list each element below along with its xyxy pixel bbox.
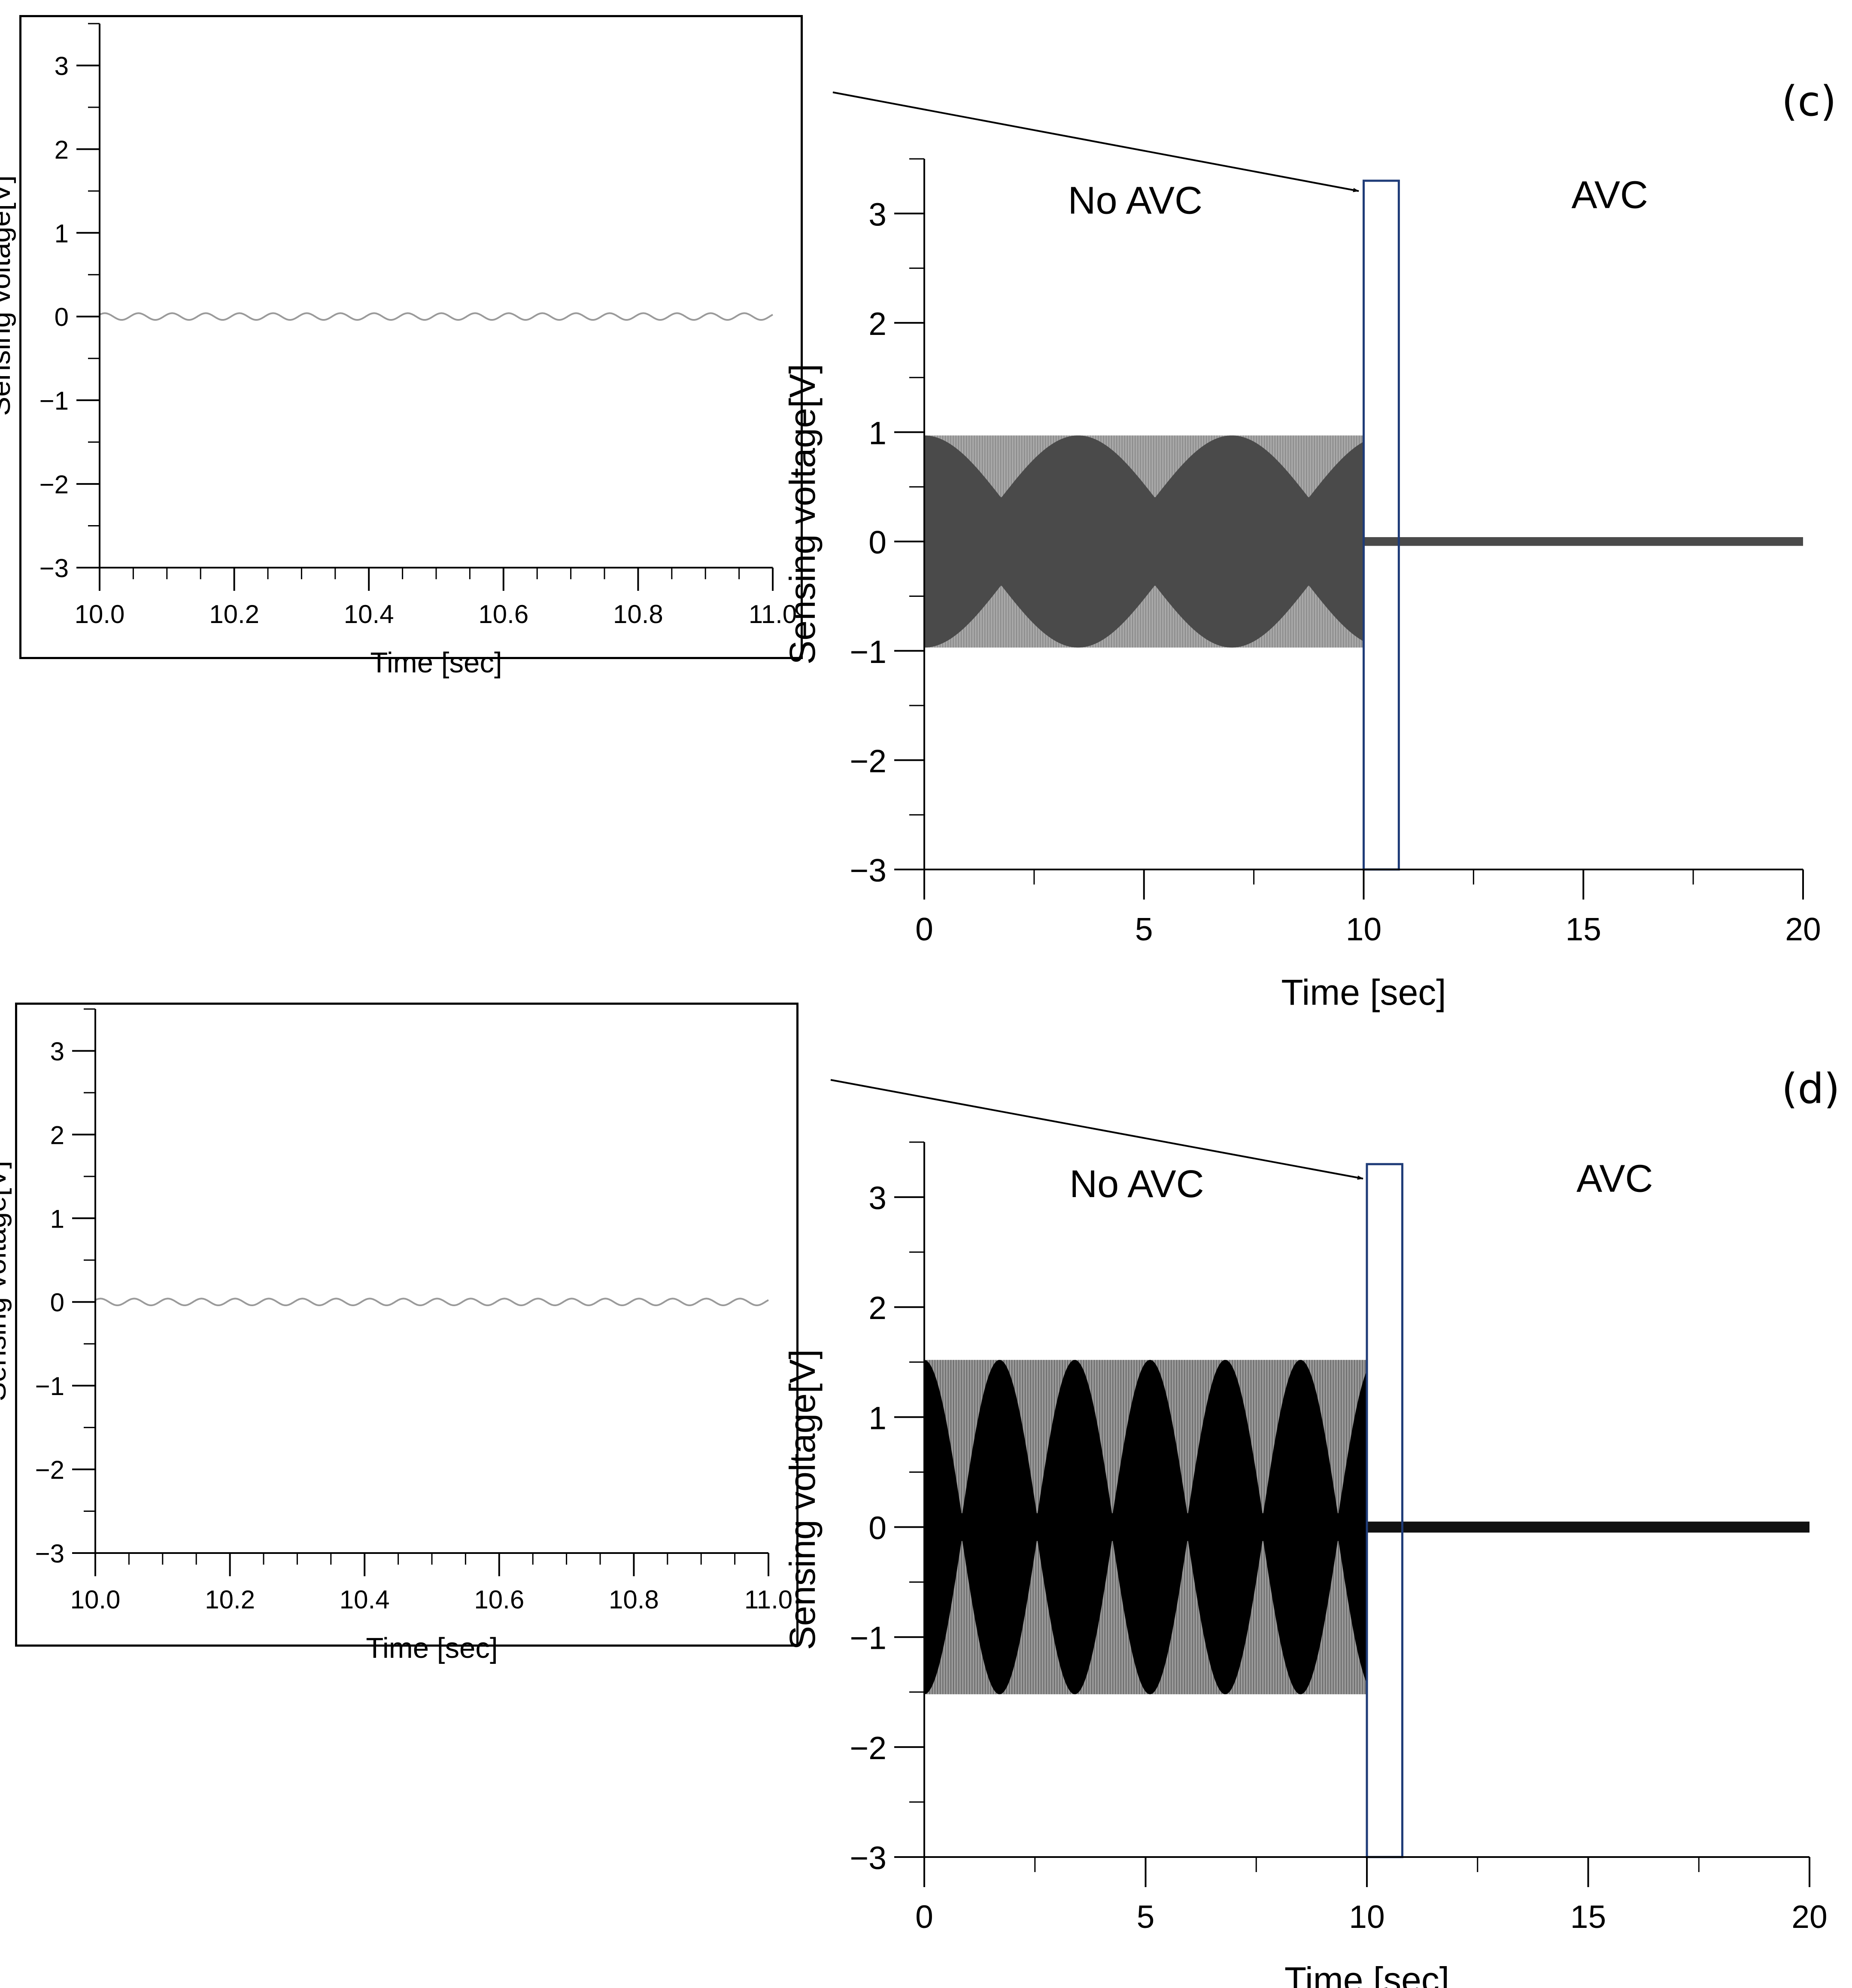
zoom-arrow-c xyxy=(832,91,1359,192)
zoom-highlight-box xyxy=(1363,179,1400,871)
zoom-highlight-box xyxy=(1366,1163,1403,1858)
y-tick-label: 3 xyxy=(50,1037,64,1066)
x-tick-label: 11.0 xyxy=(749,600,797,629)
x-tick-label: 5 xyxy=(1137,1899,1155,1935)
x-tick-label: 10.6 xyxy=(478,600,528,629)
y-tick-label: −1 xyxy=(39,386,69,415)
panel-label-c: (c) xyxy=(1782,77,1837,125)
x-tick-label: 20 xyxy=(1791,1899,1827,1935)
y-tick-label: −1 xyxy=(850,1620,887,1656)
y-tick-label: 1 xyxy=(55,219,69,248)
x-tick-label: 10 xyxy=(1346,911,1381,947)
y-tick-label: −2 xyxy=(850,1730,887,1766)
signal-line xyxy=(99,312,773,321)
panel-label-d: (d) xyxy=(1782,1065,1840,1113)
zoom-arrow-d xyxy=(830,1079,1363,1180)
x-tick-label: 10.0 xyxy=(70,1585,121,1614)
x-tick-label: 20 xyxy=(1785,911,1821,947)
y-tick-label: −3 xyxy=(850,1840,887,1876)
y-axis-title: Sensing voltage[V] xyxy=(0,1161,12,1401)
x-tick-label: 10.2 xyxy=(209,600,259,629)
x-tick-label: 15 xyxy=(1566,911,1601,947)
y-axis-title: Sensing voltage[V] xyxy=(0,175,16,416)
x-tick-label: 11.0 xyxy=(744,1585,792,1614)
x-tick-label: 10.8 xyxy=(609,1585,659,1614)
x-tick-label: 10.4 xyxy=(344,600,394,629)
annotation-avc: AVC xyxy=(1571,174,1648,217)
y-tick-label: −3 xyxy=(35,1539,64,1568)
annotation-no-avc: No AVC xyxy=(1068,179,1202,222)
y-tick-label: 3 xyxy=(868,196,887,232)
x-axis-title: Time [sec] xyxy=(1281,972,1446,1012)
y-tick-label: −1 xyxy=(850,634,887,670)
y-tick-label: −2 xyxy=(850,743,887,779)
y-tick-label: −2 xyxy=(39,470,69,499)
signal-beat-envelope xyxy=(924,1360,1367,1694)
chart-d-main: No AVC AVC 0 5 10 15 20 −3 −2 −1 0 1 2 3 Time [sec] Sen… xyxy=(782,1141,1828,1988)
x-tick-label: 0 xyxy=(915,911,933,947)
x-tick-label: 5 xyxy=(1135,911,1153,947)
y-tick-label: 1 xyxy=(868,1400,887,1436)
y-tick-label: 1 xyxy=(50,1204,64,1233)
y-tick-label: −2 xyxy=(35,1456,64,1484)
x-tick-label: 10.0 xyxy=(75,600,125,629)
y-axis-title: Sensing voltage[V] xyxy=(782,364,823,664)
chart-c-main: No AVC AVC 0 5 10 15 20 −3 −2 −1 0 1 2 3 Time [sec] Sen… xyxy=(782,158,1821,1012)
y-tick-label: −1 xyxy=(35,1372,64,1401)
x-tick-label: 10 xyxy=(1349,1899,1384,1935)
y-tick-label: −3 xyxy=(850,852,887,888)
y-tick-label: 0 xyxy=(55,303,69,331)
chart-d-inset: 10.0 10.2 10.4 10.6 10.8 11.0 −3 −2 −1 0 1 2 3 Time [… xyxy=(0,1008,792,1664)
signal-avc-band xyxy=(1363,537,1803,546)
x-axis-title: Time [sec] xyxy=(370,647,502,679)
y-tick-label: 2 xyxy=(868,1290,887,1326)
x-axis-title: Time [sec] xyxy=(366,1632,498,1664)
x-tick-label: 10.6 xyxy=(474,1585,524,1614)
x-tick-label: 0 xyxy=(915,1899,933,1935)
annotation-avc: AVC xyxy=(1576,1157,1653,1200)
x-tick-label: 10.4 xyxy=(340,1585,390,1614)
y-tick-label: 1 xyxy=(868,415,887,451)
y-tick-label: 3 xyxy=(55,52,69,80)
x-axis-title: Time [sec] xyxy=(1284,1960,1449,1988)
inset-frame-c xyxy=(19,15,803,659)
y-tick-label: −3 xyxy=(39,554,69,583)
signal-line xyxy=(95,1298,769,1306)
signal-beat-envelope xyxy=(924,435,1364,648)
y-axis-title: Sensing voltage[V] xyxy=(782,1349,823,1650)
chart-c-inset: 10.0 10.2 10.4 10.6 10.8 11.0 −3 −2 −1 0 1 2 3 Time [… xyxy=(0,23,797,679)
inset-frame-d xyxy=(15,1003,798,1647)
x-tick-label: 15 xyxy=(1570,1899,1606,1935)
y-tick-label: 0 xyxy=(50,1288,64,1317)
y-tick-label: 2 xyxy=(868,306,887,342)
y-tick-label: 0 xyxy=(868,1510,887,1546)
annotation-no-avc: No AVC xyxy=(1069,1163,1204,1206)
y-tick-label: 2 xyxy=(55,135,69,164)
signal-oscillation-lines xyxy=(924,435,1363,648)
y-tick-label: 2 xyxy=(50,1121,64,1149)
y-tick-label: 0 xyxy=(868,524,887,560)
x-tick-label: 10.8 xyxy=(613,600,663,629)
signal-avc-band xyxy=(1367,1521,1809,1533)
y-tick-label: 3 xyxy=(868,1180,887,1216)
x-tick-label: 10.2 xyxy=(205,1585,255,1614)
signal-oscillation-lines xyxy=(924,1360,1366,1694)
